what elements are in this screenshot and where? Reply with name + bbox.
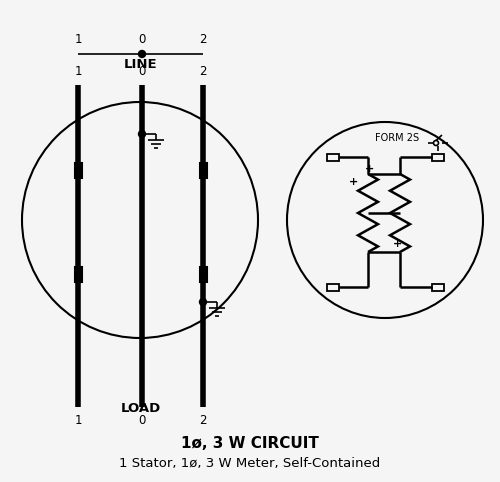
Text: 1: 1 bbox=[74, 65, 82, 78]
Bar bbox=[200, 162, 206, 177]
Text: 0: 0 bbox=[138, 414, 145, 427]
Circle shape bbox=[138, 131, 145, 137]
Bar bbox=[74, 267, 76, 281]
Bar bbox=[74, 162, 82, 177]
Bar bbox=[327, 283, 339, 291]
Bar bbox=[432, 283, 444, 291]
Text: 1ø, 3 W CIRCUIT: 1ø, 3 W CIRCUIT bbox=[181, 437, 319, 452]
Bar bbox=[74, 162, 76, 177]
Bar bbox=[200, 267, 201, 281]
Text: 2: 2 bbox=[199, 414, 207, 427]
Text: LINE: LINE bbox=[124, 58, 158, 71]
Bar bbox=[74, 267, 82, 281]
Bar bbox=[200, 162, 201, 177]
Bar bbox=[200, 267, 206, 281]
Text: +: + bbox=[394, 239, 402, 249]
Text: 2: 2 bbox=[199, 65, 207, 78]
Circle shape bbox=[138, 51, 145, 57]
Text: LOAD: LOAD bbox=[120, 402, 160, 415]
Bar bbox=[80, 162, 82, 177]
Text: 1 Stator, 1ø, 3 W Meter, Self-Contained: 1 Stator, 1ø, 3 W Meter, Self-Contained bbox=[120, 457, 380, 470]
Text: +: + bbox=[350, 177, 358, 187]
Text: 0: 0 bbox=[138, 33, 145, 46]
Text: FORM 2S: FORM 2S bbox=[375, 133, 419, 143]
Text: 0: 0 bbox=[138, 65, 145, 78]
Text: +: + bbox=[366, 164, 374, 174]
Bar bbox=[432, 153, 444, 161]
Bar bbox=[327, 153, 339, 161]
Bar bbox=[205, 162, 206, 177]
Text: 2: 2 bbox=[199, 33, 207, 46]
Circle shape bbox=[200, 298, 206, 306]
Bar bbox=[80, 267, 82, 281]
Bar bbox=[205, 267, 206, 281]
Text: 1: 1 bbox=[74, 414, 82, 427]
Text: 1: 1 bbox=[74, 33, 82, 46]
